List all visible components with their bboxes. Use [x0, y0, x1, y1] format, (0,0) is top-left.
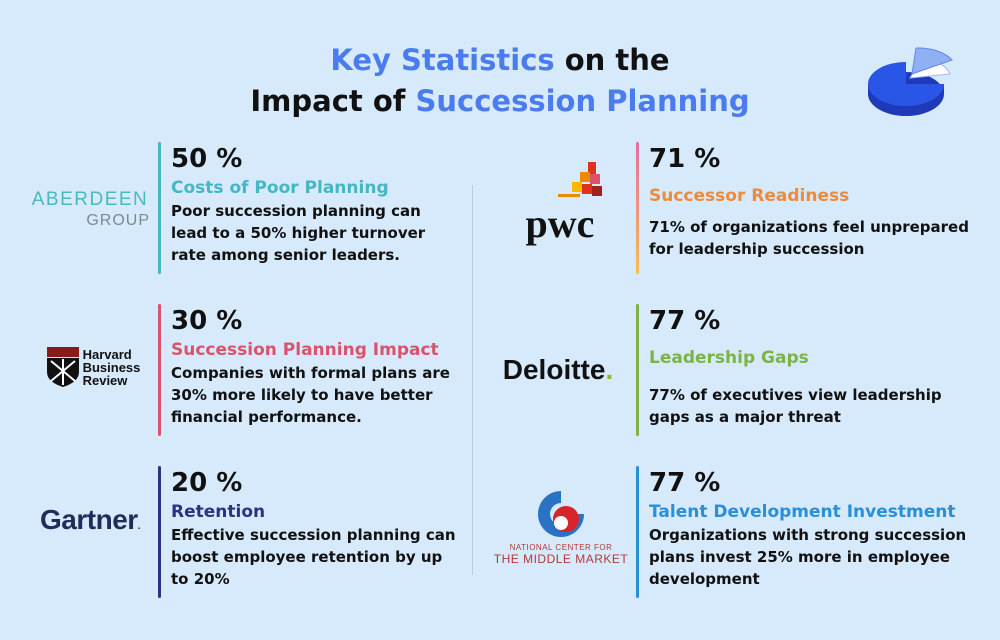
- title-line-1: Key Statistics on the: [0, 40, 1000, 81]
- ncmm-emblem-icon: [538, 490, 584, 537]
- stat-heading: Succession Planning Impact: [171, 340, 439, 360]
- stat-percent: 77 %: [649, 306, 721, 336]
- stat-card-deloitte: 77 % Leadership Gaps 77% of executives v…: [636, 304, 976, 436]
- deloitte-logo: Deloitte.: [490, 350, 626, 390]
- aberdeen-logo-top: ABERDEEN: [31, 189, 149, 210]
- hbr-line-2: Business: [82, 359, 141, 375]
- stat-percent: 30 %: [171, 306, 243, 336]
- title-line-2: Impact of Succession Planning: [0, 81, 1000, 122]
- stat-heading: Retention: [171, 502, 266, 522]
- hbr-logo-text: Harvard Business Review: [83, 348, 141, 387]
- accent-bar: [158, 304, 161, 436]
- stat-description: 71% of organizations feel unprepared for…: [649, 218, 969, 258]
- stat-description: Companies with formal plans are 30% more…: [171, 364, 450, 426]
- accent-bar: [158, 142, 161, 274]
- stat-percent: 71 %: [649, 144, 721, 174]
- gartner-logo-text: Gartner: [40, 504, 138, 535]
- ncmm-logo-bottom: THE MIDDLE MARKET: [493, 551, 629, 566]
- deloitte-logo-text: Deloitte: [502, 354, 606, 385]
- ncmm-logo-top: NATIONAL CENTER FOR: [509, 542, 613, 552]
- stat-card-pwc: 71 % Successor Readiness 71% of organiza…: [636, 142, 976, 274]
- stat-card-hbr: 30 % Succession Planning Impact Companie…: [158, 304, 458, 436]
- accent-bar: [636, 142, 639, 274]
- pwc-blocks-icon: [558, 162, 602, 197]
- stat-description: 77% of executives view leadership gaps a…: [649, 386, 942, 426]
- stat-card-aberdeen: 50 % Costs of Poor Planning Poor success…: [158, 142, 458, 274]
- stat-description: Poor succession planning can lead to a 5…: [171, 202, 426, 264]
- stat-card-ncmm: 77 % Talent Development Investment Organ…: [636, 466, 986, 598]
- gartner-logo: Gartner.: [30, 500, 150, 540]
- gartner-logo-dot: .: [137, 521, 141, 532]
- stat-description: Organizations with strong succession pla…: [649, 526, 967, 588]
- ncmm-logo: NATIONAL CENTER FOR THE MIDDLE MARKET: [488, 482, 634, 572]
- accent-bar: [158, 466, 161, 598]
- harvard-business-review-logo: Harvard Business Review: [38, 344, 148, 390]
- aberdeen-group-logo: ABERDEEN GROUP: [30, 186, 150, 234]
- title-accent-1: Key Statistics: [330, 43, 555, 77]
- stat-percent: 50 %: [171, 144, 243, 174]
- hbr-shield-icon: [46, 347, 79, 387]
- pie-chart-icon: [868, 47, 953, 116]
- accent-bar: [636, 466, 639, 598]
- title-rest-1: on the: [554, 43, 670, 77]
- pwc-logo-text: pwc: [525, 201, 595, 246]
- stat-percent: 77 %: [649, 468, 721, 498]
- hbr-line-3: Review: [82, 372, 128, 388]
- stat-description: Effective succession planning can boost …: [171, 526, 456, 588]
- stat-heading: Leadership Gaps: [649, 348, 809, 368]
- deloitte-logo-dot: .: [605, 354, 614, 385]
- stat-heading: Successor Readiness: [649, 186, 850, 206]
- accent-bar: [636, 304, 639, 436]
- pwc-logo: pwc: [500, 158, 620, 248]
- hbr-line-1: Harvard: [82, 346, 132, 362]
- stat-percent: 20 %: [171, 468, 243, 498]
- aberdeen-logo-bottom: GROUP: [86, 212, 150, 229]
- stat-heading: Talent Development Investment: [649, 502, 956, 522]
- title-accent-2: Succession Planning: [415, 84, 750, 118]
- page-title: Key Statistics on the Impact of Successi…: [0, 40, 1000, 122]
- title-lead-2: Impact of: [250, 84, 416, 118]
- column-divider: [472, 185, 473, 575]
- stat-card-gartner: 20 % Retention Effective succession plan…: [158, 466, 458, 598]
- stat-heading: Costs of Poor Planning: [171, 178, 389, 198]
